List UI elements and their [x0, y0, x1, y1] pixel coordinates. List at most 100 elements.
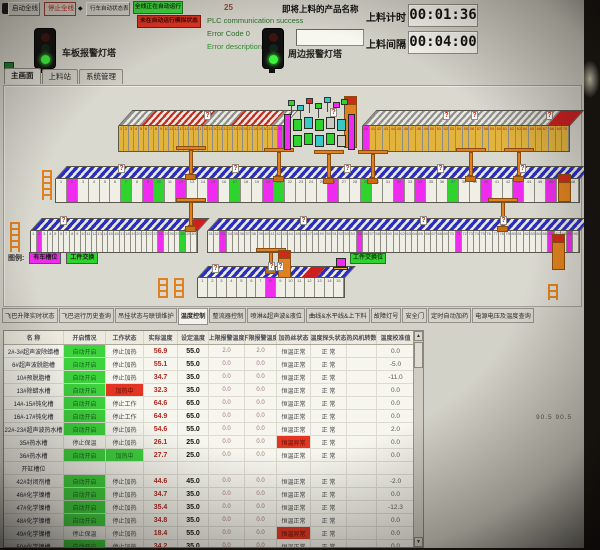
start-line-button[interactable]: 启动全线 [8, 2, 40, 16]
cell-hilo: 0.0 [245, 371, 277, 384]
cell-cal: 0.0 [377, 384, 415, 397]
cell-work: 停止加热 [106, 540, 144, 547]
cell-stat [347, 436, 377, 449]
scroll-down-icon[interactable]: ▼ [414, 537, 423, 547]
column-header: 温度校准值 [377, 331, 415, 344]
cell-name: 13#除蜡水槽 [4, 384, 64, 397]
cell-cal: 2.0 [377, 423, 415, 436]
cell-set: 35.0 [178, 371, 209, 384]
cell-stat: 正 常 [311, 410, 347, 423]
sub-tab-10[interactable]: 定时自动加药 [428, 308, 472, 323]
cell-open: 自动开启 [64, 449, 106, 462]
loading-timer-label: 上料计时 [366, 13, 406, 24]
cell-stat: 正 常 [311, 449, 347, 462]
cell-stat [347, 527, 377, 540]
cell-stat [347, 410, 377, 423]
cell-stat [347, 384, 377, 397]
nav-tab-1[interactable]: 主画面 [4, 68, 41, 84]
cell-act: 34.7 [144, 371, 178, 384]
cell-hilo [245, 462, 277, 475]
loading-timer-value: 00:01:36 [408, 4, 478, 27]
cell-set: 65.0 [178, 410, 209, 423]
main-tab-bar: 主画面 上料站 系统管理 [4, 68, 124, 84]
cell-act: 56.9 [144, 345, 178, 358]
table-row: 6#超声波脱脂槽 自动开启 停止加热 55.1 55.0 0.0 0.0 恒温正常正 常 -5.… [4, 358, 415, 371]
column-header: 温度探头状态 [311, 331, 347, 344]
table-header-row: 名 称开启情况工作状态实际温度设定温度上限报警温度下限报警温度加热丝状态温度探头… [4, 331, 415, 345]
cell-hilo: 0.0 [245, 397, 277, 410]
cell-stat: 恒温正常 [277, 345, 311, 358]
cell-open: 自动开启 [64, 514, 106, 527]
sub-tab-7[interactable]: 曲线&水平线&上下料 [305, 308, 370, 323]
cell-work: 停止加热 [106, 488, 144, 501]
cell-work: 停止加热 [106, 371, 144, 384]
cell-name: 6#超声波脱脂槽 [4, 358, 64, 371]
cell-stat: 恒温正常 [277, 475, 311, 488]
stop-line-button[interactable]: 停止全线 [44, 2, 76, 16]
bezel-glare [580, 60, 600, 98]
alarm-status-badge: 未在自动运行模拟状态 [137, 15, 201, 28]
scrollbar-thumb[interactable] [414, 342, 423, 368]
temperature-grid: 名 称开启情况工作状态实际温度设定温度上限报警温度下限报警温度加热丝状态温度探头… [4, 331, 415, 547]
sub-tab-8[interactable]: 故障灯号 [370, 308, 402, 323]
light-base [269, 68, 275, 73]
cell-name: 48#化学镍槽 [4, 514, 64, 527]
cell-name: 47#化学镍槽 [4, 501, 64, 514]
cell-hilo: 0.0 [245, 358, 277, 371]
cell-open: 自动开启 [64, 371, 106, 384]
cell-stat [347, 397, 377, 410]
cell-cal: 0.0 [377, 449, 415, 462]
cell-set: 35.0 [178, 514, 209, 527]
table-row: 35#热水槽 停止保温 停止加热 26.1 25.0 0.0 0.0 恒温异常正 常 0.0 [4, 436, 415, 449]
scroll-up-icon[interactable]: ▲ [414, 331, 423, 341]
column-header: 上限报警温度 [209, 331, 245, 344]
cell-work: 停止加热 [106, 475, 144, 488]
sub-tab-1[interactable]: 飞巴升降实时状态 [2, 308, 58, 323]
sub-tab-6[interactable]: 喷淋&超声波&液位 [247, 308, 305, 323]
loading-interval-value: 00:04:00 [408, 31, 478, 54]
cell-work: 停止加热 [106, 514, 144, 527]
crane-auto-status-button[interactable]: 行车自动状态表 [86, 2, 130, 16]
cell-hilo: 0.0 [245, 423, 277, 436]
cell-hilo: 0.0 [245, 384, 277, 397]
cell-stat: 恒温正常 [277, 501, 311, 514]
cell-hilo: 0.0 [245, 501, 277, 514]
sub-tab-5[interactable]: 整流器控制 [209, 308, 247, 323]
cell-hilo: 0.0 [209, 358, 245, 371]
cell-act: 44.6 [144, 475, 178, 488]
cell-name: 开缸槽位 [4, 462, 64, 475]
cell-stat [347, 462, 377, 475]
cell-stat: 正 常 [311, 384, 347, 397]
red-lamp-icon [268, 33, 278, 42]
cell-stat [347, 371, 377, 384]
cell-act: 34.2 [144, 540, 178, 547]
cell-hilo: 0.0 [209, 384, 245, 397]
sub-tab-2[interactable]: 飞巴运行历史查询 [58, 308, 114, 323]
table-row: 开缸槽位 [4, 462, 415, 475]
cell-name: 14#-15#钝化槽 [4, 397, 64, 410]
cell-stat: 正 常 [311, 540, 347, 547]
cell-stat: 恒温正常 [277, 371, 311, 384]
cell-hilo: 0.0 [209, 371, 245, 384]
sub-tab-3[interactable]: 吊挂状态与联锁维护 [115, 308, 177, 323]
cell-hilo: 0.0 [209, 540, 245, 547]
table-row: 2#-3#超声波除蜡槽 自动开启 停止加热 56.9 55.0 2.0 2.0 恒温正常正 常… [4, 345, 415, 358]
cell-hilo: 0.0 [245, 527, 277, 540]
sub-tab-4[interactable]: 温度控制 [177, 308, 209, 325]
cell-stat: 正 常 [311, 345, 347, 358]
cell-stat: 正 常 [311, 371, 347, 384]
nav-tab-3[interactable]: 系统管理 [79, 69, 123, 84]
cell-set: 45.0 [178, 475, 209, 488]
sub-tab-11[interactable]: 电源电压及温度查询 [472, 308, 534, 323]
cell-stat: 正 常 [311, 397, 347, 410]
nav-tab-2[interactable]: 上料站 [41, 69, 78, 84]
next-product-input[interactable] [296, 29, 364, 46]
table-scrollbar[interactable]: ▲ ▼ [413, 331, 423, 547]
table-row: 46#化学镍槽 自动开启 停止加热 34.7 35.0 0.0 0.0 恒温正常正 常 0.0 [4, 488, 415, 501]
cell-cal [377, 462, 415, 475]
cell-act: 18.4 [144, 527, 178, 540]
cell-act: 35.4 [144, 501, 178, 514]
cell-stat [347, 488, 377, 501]
sub-tab-9[interactable]: 安全门 [402, 308, 428, 323]
cell-work: 停止加热 [106, 345, 144, 358]
